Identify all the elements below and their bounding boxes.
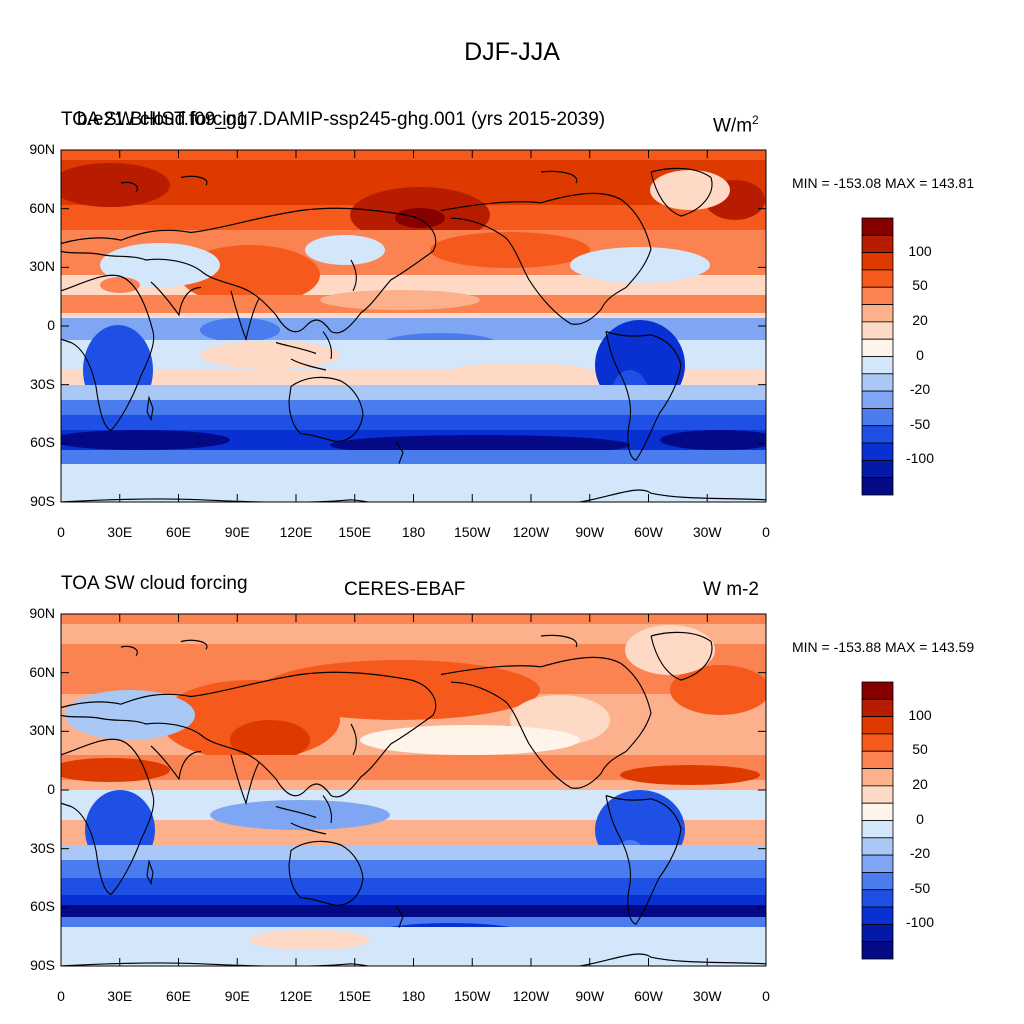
lon-tick-label: 0 [57, 988, 65, 1004]
colorbar-box [861, 408, 894, 427]
lon-tick-label: 120W [512, 524, 550, 540]
lon-tick-label: 90W [575, 524, 605, 540]
lat-tick-label: 60S [30, 434, 55, 451]
colorbar-box [861, 356, 894, 375]
colorbar-box [861, 923, 894, 943]
main-title: DJF-JJA [464, 38, 560, 66]
panel2-units: W m-2 [703, 579, 759, 600]
colorbar-box [861, 321, 894, 340]
lat-tick-label: 60N [29, 663, 55, 680]
lon-tick-label: 90E [224, 988, 250, 1004]
panel2-center-title: CERES-EBAF [344, 579, 466, 600]
lon-tick-label: 150W [453, 988, 491, 1004]
lon-tick-label: 60W [634, 988, 663, 1004]
colorbar-box [861, 837, 894, 856]
panel1-center-title: b.e21.BHIST.f09_g17.DAMIP-ssp245-ghg.001… [77, 109, 606, 130]
lon-tick-label: 0 [57, 524, 65, 540]
colorbar-label: 0 [916, 346, 924, 363]
colorbar-box [861, 854, 894, 873]
lon-tick-label: 90W [575, 988, 605, 1004]
lon-tick-label: 0 [762, 524, 770, 540]
colorbar-label: -20 [909, 845, 931, 862]
lon-tick-label: 30W [692, 988, 722, 1004]
lon-tick-label: 150W [453, 524, 491, 540]
lon-tick-label: 90E [224, 524, 250, 540]
lon-tick-label: 30W [692, 524, 722, 540]
lat-tick-label: 90S [30, 957, 55, 973]
lat-tick-label: 60N [29, 199, 55, 216]
colorbar-box [861, 906, 894, 925]
panel2-map [61, 614, 766, 966]
colorbar-box [861, 269, 894, 288]
colorbar-box [861, 286, 894, 305]
lat-tick-label: 30S [30, 375, 55, 392]
lon-tick-label: 30E [107, 988, 133, 1004]
colorbar-box [861, 716, 894, 735]
panel1-map [61, 150, 766, 502]
lon-tick-label: 60W [634, 524, 663, 540]
colorbar-label: 50 [912, 277, 928, 294]
panel2-min-max: MIN = -153.88 MAX = 143.59 [792, 639, 975, 655]
panel1-units: W/m2 [713, 113, 759, 137]
colorbar-box [861, 733, 894, 752]
colorbar-label: -50 [909, 415, 931, 432]
lon-tick-label: 120E [279, 524, 313, 540]
lon-tick-label: 60E [166, 988, 191, 1004]
colorbar-box [861, 802, 894, 821]
colorbar-box [861, 941, 894, 960]
colorbar-box [861, 698, 894, 718]
colorbar-box [861, 217, 894, 236]
colorbar-box [861, 785, 894, 804]
colorbar-box [861, 338, 894, 357]
lat-tick-label: 90N [29, 605, 55, 621]
colorbar-label: -100 [905, 914, 935, 931]
colorbar-box [861, 889, 894, 908]
colorbar-label: 50 [912, 741, 928, 758]
colorbar-label: 100 [908, 706, 932, 723]
lon-tick-label: 60E [166, 524, 191, 540]
colorbar-box [861, 681, 894, 700]
colorbar-box [861, 390, 894, 409]
lat-tick-label: 30N [29, 722, 55, 739]
lon-tick-label: 30E [107, 524, 133, 540]
panel1-min-max: MIN = -153.08 MAX = 143.81 [792, 175, 975, 191]
lat-tick-label: 30S [30, 839, 55, 856]
colorbar-box [861, 750, 894, 769]
lat-tick-label: 0 [47, 781, 55, 797]
colorbar-box [861, 304, 894, 323]
colorbar-box [861, 234, 894, 254]
lat-tick-label: 60S [30, 898, 55, 915]
lon-tick-label: 120E [279, 988, 313, 1004]
colorbar-label: -100 [905, 450, 935, 467]
lon-tick-label: 0 [762, 988, 770, 1004]
colorbar-label: 20 [912, 775, 928, 792]
colorbar-box [861, 477, 894, 496]
lon-tick-label: 180 [401, 988, 426, 1004]
lon-tick-label: 150E [338, 524, 372, 540]
lon-tick-label: 150E [338, 988, 372, 1004]
colorbar-box [861, 768, 894, 787]
lat-tick-label: 90S [30, 493, 55, 509]
colorbar-box [861, 373, 894, 392]
colorbar-box [861, 442, 894, 461]
colorbar-box [861, 252, 894, 271]
colorbar-label: 100 [908, 242, 932, 259]
lon-tick-label: 180 [401, 524, 426, 540]
colorbar-label: -50 [909, 879, 931, 896]
colorbar-label: -20 [909, 381, 931, 398]
panel2-left-title: TOA SW cloud forcing [61, 573, 248, 594]
panel1-left-title: TOA SW cloud forcing [61, 109, 248, 130]
colorbar-label: 0 [916, 810, 924, 827]
colorbar-box [861, 459, 894, 479]
colorbar-label: 20 [912, 311, 928, 328]
lat-tick-label: 90N [29, 141, 55, 157]
colorbar-box [861, 425, 894, 444]
colorbar-box [861, 820, 894, 839]
colorbar-box [861, 872, 894, 891]
lon-tick-label: 120W [512, 988, 550, 1004]
lat-tick-label: 0 [47, 317, 55, 333]
lat-tick-label: 30N [29, 258, 55, 275]
